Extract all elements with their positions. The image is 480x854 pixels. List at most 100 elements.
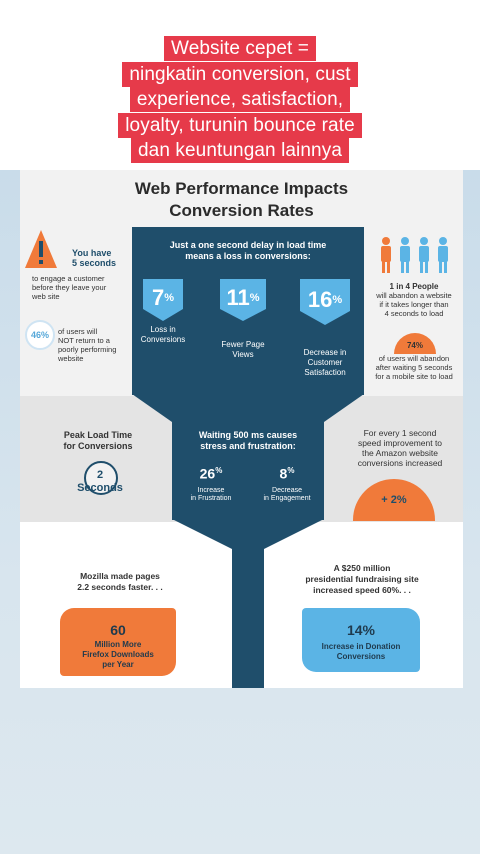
you-have-line: 5 seconds bbox=[72, 258, 117, 268]
mozilla-label-line: Firefox Downloads bbox=[82, 650, 154, 659]
mozilla-text: Mozilla made pages 2.2 seconds faster. .… bbox=[50, 571, 190, 593]
engagement-unit: % bbox=[287, 466, 295, 475]
amazon-line: speed improvement to bbox=[357, 438, 443, 448]
chevron-shape bbox=[300, 279, 350, 325]
infographic-title: Web Performance Impacts Conversion Rates bbox=[20, 178, 463, 222]
stat-chevron: 7% bbox=[143, 279, 183, 321]
return-line: poorly performing bbox=[58, 345, 117, 354]
stat-label-line: Views bbox=[232, 350, 254, 359]
delay-heading-line: means a loss in conversions: bbox=[185, 251, 311, 261]
stat-chevron: 16% bbox=[300, 279, 350, 325]
engagement-number: 8 bbox=[279, 465, 288, 482]
mobile-abandon-line: of users will abandon bbox=[378, 354, 450, 363]
frustration-label-line: in Frustration bbox=[190, 495, 232, 502]
abandon-line: if it takes longer than bbox=[379, 300, 449, 309]
amazon-line: the Amazon website bbox=[361, 448, 439, 458]
stat-label-line: Loss in bbox=[150, 325, 176, 334]
delay-heading-line: Just a one second delay in load time bbox=[169, 240, 327, 250]
stat-label-line: Conversions bbox=[140, 335, 186, 344]
engage-line: to engage a customer bbox=[32, 274, 105, 283]
return-line: website bbox=[58, 354, 84, 363]
return-text: of users will NOT return to a poorly per… bbox=[58, 327, 116, 363]
stat-label-line: Decrease in bbox=[303, 348, 347, 357]
amazon-text: For every 1 second speed improvement to … bbox=[342, 428, 458, 468]
frustration-label: Increase in Frustration bbox=[178, 487, 244, 503]
funnel-taper-2 bbox=[172, 519, 324, 549]
frustration-stat: 26% bbox=[186, 463, 236, 482]
abandon-text: 1 in 4 People will abandon a website if … bbox=[364, 282, 463, 318]
frustration-label-line: Increase bbox=[197, 487, 225, 494]
stat-number: 16 bbox=[307, 287, 333, 312]
peak-heading-line: Peak Load Time bbox=[63, 430, 133, 440]
stat-number: 11 bbox=[226, 285, 250, 310]
mozilla-line: Mozilla made pages bbox=[80, 571, 160, 581]
engagement-label: Decrease in Engagement bbox=[252, 487, 322, 503]
stat-value: 11% bbox=[220, 285, 266, 311]
frustration-heading: Waiting 500 ms causes stress and frustra… bbox=[172, 430, 324, 452]
fundraising-line: A $250 million bbox=[333, 563, 391, 573]
stat-number: 7 bbox=[151, 285, 165, 310]
peak-value: 2 Seconds bbox=[64, 469, 136, 495]
amazon-value: + 2% bbox=[381, 494, 407, 506]
fundraising-label: Increase in Donation Conversions bbox=[302, 642, 420, 662]
fundraising-line: presidential fundraising site bbox=[305, 574, 419, 584]
seconds-circle bbox=[84, 461, 118, 495]
stat-chevron: 11% bbox=[220, 279, 266, 321]
chevron-shape bbox=[220, 279, 266, 321]
people-icon bbox=[381, 237, 448, 273]
abandon-line: will abandon a website bbox=[376, 291, 452, 300]
stat-label-line: Fewer Page bbox=[221, 340, 265, 349]
percent-circle: 46% bbox=[25, 320, 55, 350]
chevron-shape bbox=[143, 279, 183, 321]
frustration-heading-line: Waiting 500 ms causes bbox=[198, 430, 298, 440]
fundraising-label-line: Increase in Donation bbox=[321, 642, 401, 651]
fundraising-label-line: Conversions bbox=[336, 652, 386, 661]
return-line: of users will bbox=[58, 327, 98, 336]
funnel-taper bbox=[132, 394, 364, 422]
stat-label-line: Satisfaction bbox=[304, 368, 346, 377]
fundraising-text: A $250 million presidential fundraising … bbox=[282, 563, 442, 596]
stat-label: Loss in Conversions bbox=[133, 325, 193, 345]
return-line: NOT return to a bbox=[58, 336, 110, 345]
video-caption: Website cepet = ningkatin conversion, cu… bbox=[0, 36, 480, 164]
mozilla-pill bbox=[60, 608, 176, 676]
semi-value: 74% bbox=[406, 341, 423, 350]
mozilla-label-line: per Year bbox=[102, 660, 134, 669]
engage-text: to engage a customer before they leave y… bbox=[32, 274, 106, 301]
delay-heading: Just a one second delay in load time mea… bbox=[132, 240, 364, 262]
stat-label-line: Customer bbox=[307, 358, 343, 367]
peak-number: 2 bbox=[96, 469, 104, 481]
stat-label: Fewer Page Views bbox=[213, 340, 273, 360]
fundraising-pill bbox=[302, 608, 420, 672]
caption-line: experience, satisfaction, bbox=[129, 87, 351, 112]
stat-unit: % bbox=[164, 292, 175, 304]
fundraising-value: 14% bbox=[346, 622, 376, 638]
mozilla-label: Million More Firefox Downloads per Year bbox=[60, 640, 176, 670]
frustration-heading-line: stress and frustration: bbox=[200, 441, 296, 451]
infographic: Web Performance Impacts Conversion Rates… bbox=[20, 170, 463, 688]
stat-value: 16% bbox=[300, 287, 350, 313]
stat-unit: % bbox=[332, 294, 343, 306]
title-line: Web Performance Impacts bbox=[134, 179, 349, 198]
abandon-line: 4 seconds to load bbox=[384, 309, 444, 318]
engagement-stat: 8% bbox=[262, 463, 312, 482]
you-have-line: You have bbox=[72, 248, 112, 258]
peak-unit: Seconds bbox=[77, 482, 123, 494]
caption-line: dan keuntungan lainnya bbox=[131, 138, 349, 163]
frustration-unit: % bbox=[215, 466, 223, 475]
mobile-abandon-line: for a mobile site to load bbox=[375, 372, 453, 381]
engagement-label-line: in Engagement bbox=[263, 495, 311, 502]
engage-line: web site bbox=[32, 292, 60, 301]
caption-line: loyalty, turunin bounce rate bbox=[118, 112, 362, 138]
mobile-abandon-text: of users will abandon after waiting 5 se… bbox=[364, 354, 463, 381]
engagement-label-line: Decrease bbox=[272, 487, 302, 494]
mozilla-value: 60 bbox=[110, 622, 126, 638]
mozilla-label-line: Million More bbox=[94, 640, 142, 649]
caption-line: Website cepet = bbox=[164, 36, 316, 61]
title-line: Conversion Rates bbox=[169, 201, 314, 220]
warning-icon bbox=[25, 230, 57, 268]
funnel-stem bbox=[232, 548, 264, 688]
fundraising-line: increased speed 60%. . . bbox=[313, 585, 411, 595]
mozilla-line: 2.2 seconds faster. . . bbox=[77, 582, 163, 592]
mobile-abandon-line: after waiting 5 seconds bbox=[375, 363, 453, 372]
